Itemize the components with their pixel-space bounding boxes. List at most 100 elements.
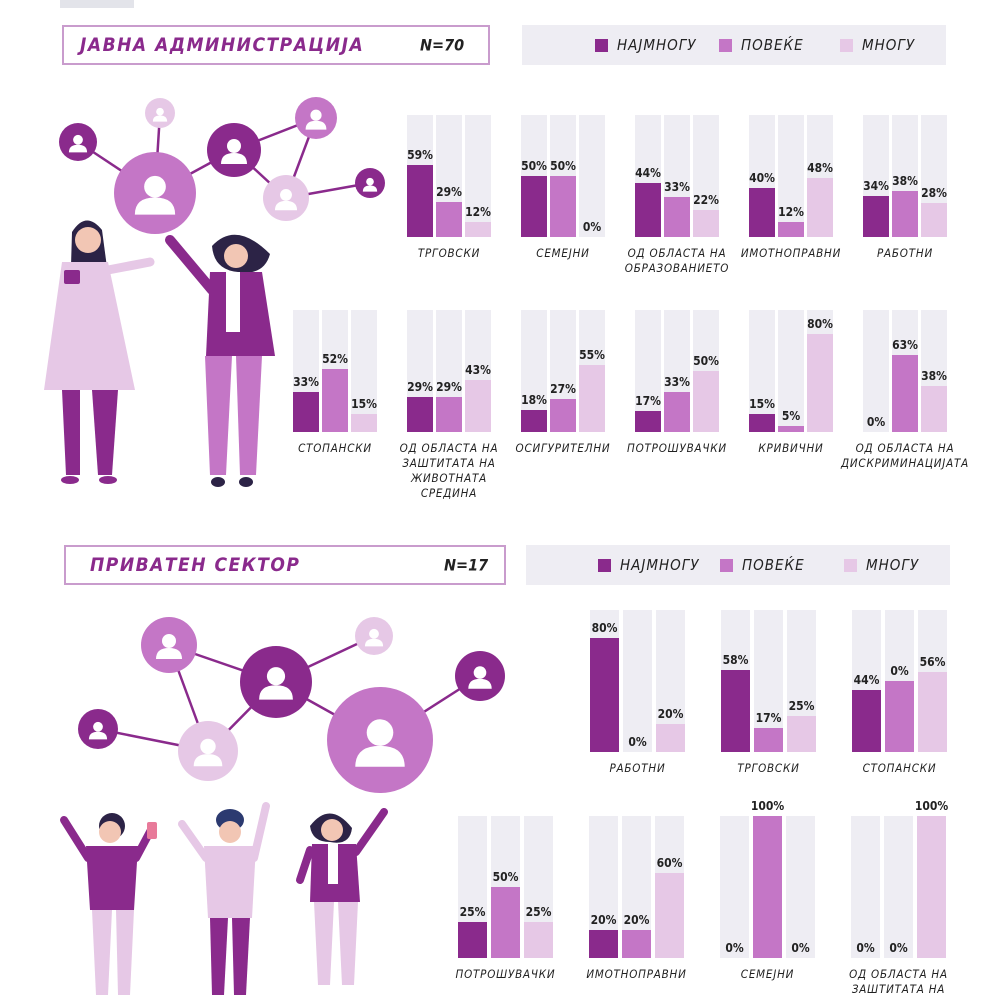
value-label: 15% — [351, 397, 377, 411]
value-label: 27% — [550, 382, 576, 396]
value-label: 33% — [664, 180, 690, 194]
value-label: 29% — [436, 185, 462, 199]
bar-najmnogu — [635, 183, 661, 237]
category-label: ИМОТНОПРАВНИ — [586, 967, 687, 981]
legend-label-najmnogu: НАЈМНОГУ — [617, 36, 697, 54]
legend-swatch-mnogu — [840, 38, 853, 52]
bar-mnogu — [465, 380, 491, 432]
legend-public: НАЈМНОГУ ПОВЕЌЕ МНОГУ — [522, 25, 946, 65]
value-label: 0% — [582, 220, 602, 234]
bar-najmnogu — [521, 410, 547, 432]
bar-najmnogu — [749, 188, 775, 237]
value-label: 0% — [889, 941, 908, 955]
legend-private: НАЈМНОГУ ПОВЕЌЕ МНОГУ — [526, 545, 950, 585]
value-label: 33% — [664, 375, 690, 389]
value-label: 63% — [892, 338, 918, 352]
value-label: 25% — [525, 905, 552, 919]
value-label: 0% — [628, 735, 647, 749]
network-illustration-public — [59, 97, 385, 234]
legend-item-mnogu-2: МНОГУ — [844, 556, 919, 574]
value-label: 43% — [465, 363, 491, 377]
bar-slot — [465, 115, 491, 237]
legend-item-najmnogu: НАЈМНОГУ — [595, 36, 697, 54]
value-label: 50% — [521, 159, 547, 173]
legend-item-poveke-2: ПОВЕЌЕ — [720, 556, 805, 574]
bar-najmnogu — [589, 930, 618, 958]
value-label: 22% — [693, 193, 719, 207]
bar-poveke — [778, 222, 804, 237]
bar-slot — [786, 816, 815, 958]
bar-poveke — [664, 197, 690, 237]
value-label: 52% — [322, 352, 348, 366]
category-label: СТОПАНСКИ — [862, 761, 937, 775]
legend-swatch-poveke-2 — [720, 558, 733, 572]
legend-label-mnogu: МНОГУ — [862, 36, 916, 54]
value-label: 12% — [465, 205, 491, 219]
value-label: 29% — [436, 380, 462, 394]
category-label: ПОТРОШУВАЧКИ — [455, 967, 556, 981]
bar-slot — [778, 115, 804, 237]
bar-mnogu — [787, 716, 816, 752]
bar-slot — [863, 310, 889, 432]
value-label: 0% — [791, 941, 810, 955]
value-label: 0% — [725, 941, 744, 955]
value-label: 18% — [521, 393, 547, 407]
value-label: 12% — [778, 205, 804, 219]
section-title-private: ПРИВАТЕН СЕКТОР — [90, 554, 301, 576]
bar-najmnogu — [749, 414, 775, 432]
bar-poveke — [491, 887, 520, 958]
value-label: 15% — [749, 397, 775, 411]
value-label: 44% — [635, 166, 661, 180]
bar-slot — [720, 816, 749, 958]
bar-mnogu — [351, 414, 377, 432]
bar-najmnogu — [458, 922, 487, 958]
bar-najmnogu — [521, 176, 547, 237]
category-label: ОД ОБЛАСТА НА ЗАШТИТАТА НА — [849, 967, 948, 996]
bar-mnogu — [921, 203, 947, 237]
category-label: ТРГОВСКИ — [417, 246, 481, 260]
bar-slot — [778, 310, 804, 432]
person-figure-right — [296, 808, 388, 985]
bar-poveke — [754, 728, 783, 752]
bar-mnogu — [579, 365, 605, 432]
bar-poveke — [664, 392, 690, 432]
person-figure-middle — [178, 802, 270, 995]
bar-poveke — [322, 369, 348, 432]
value-label: 28% — [921, 186, 947, 200]
bar-najmnogu — [635, 411, 661, 432]
category-label: ОСИГУРИТЕЛНИ — [515, 441, 611, 455]
legend-item-poveke: ПОВЕЌЕ — [719, 36, 804, 54]
value-label: 40% — [749, 171, 775, 185]
section-title-box-public: ЈАВНА АДМИНИСТРАЦИЈА N=70 — [62, 25, 490, 65]
legend-label-poveke-2: ПОВЕЌЕ — [742, 556, 805, 574]
bar-poveke — [622, 930, 651, 958]
category-label: ОД ОБЛАСТА НА ЗАШТИТАТА НА ЖИВОТНАТА СРЕ… — [399, 441, 499, 500]
bar-mnogu — [807, 334, 833, 432]
category-label: ПОТРОШУВАЧКИ — [627, 441, 727, 455]
bar-najmnogu — [852, 690, 881, 752]
section-title-public: ЈАВНА АДМИНИСТРАЦИЈА — [80, 34, 365, 56]
bar-slot — [749, 310, 775, 432]
value-label: 55% — [579, 348, 605, 362]
value-label: 17% — [635, 394, 661, 408]
network-illustration-private — [78, 617, 505, 793]
section-title-box-private: ПРИВАТЕН СЕКТОР N=17 — [64, 545, 506, 585]
bar-mnogu — [465, 222, 491, 237]
bar-mnogu — [918, 672, 947, 752]
bar-slot — [351, 310, 377, 432]
value-label: 0% — [890, 664, 909, 678]
bar-najmnogu — [721, 670, 750, 752]
value-label: 20% — [623, 913, 650, 927]
category-label: РАБОТНИ — [877, 246, 933, 260]
top-tab-decoration — [60, 0, 134, 8]
value-label: 56% — [919, 655, 946, 669]
category-label: РАБОТНИ — [609, 761, 666, 775]
legend-item-mnogu: МНОГУ — [840, 36, 915, 54]
category-label: ТРГОВСКИ — [737, 761, 800, 775]
value-label: 44% — [853, 673, 880, 687]
value-label: 38% — [921, 369, 947, 383]
value-label: 80% — [807, 317, 833, 331]
bar-poveke — [892, 355, 918, 432]
section-n-public: N=70 — [420, 35, 465, 55]
